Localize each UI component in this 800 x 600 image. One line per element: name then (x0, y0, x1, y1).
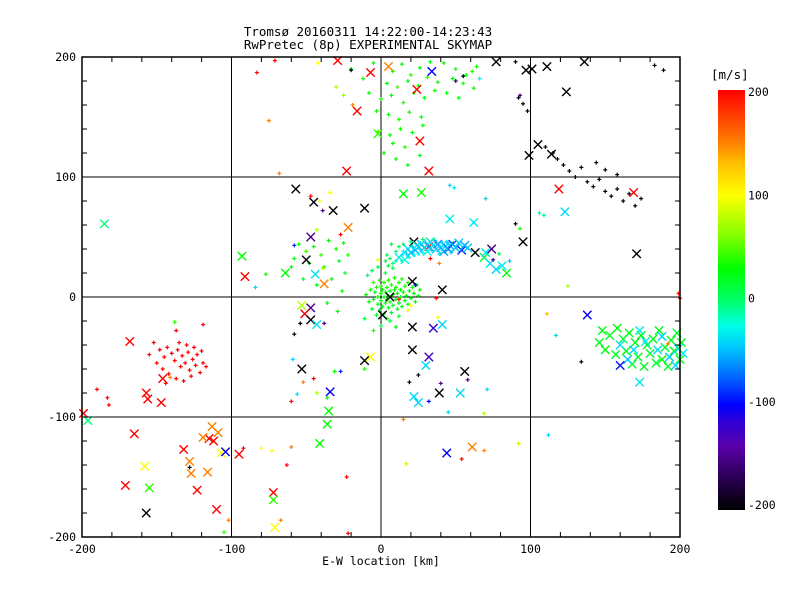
chart-title: Tromsø 20160311 14:22:00-14:23:43 (243, 24, 493, 39)
svg-text:200: 200 (748, 85, 769, 99)
grid-lines (82, 57, 680, 537)
colorbar-unit-label: [m/s] (711, 67, 749, 82)
svg-text:-100: -100 (48, 410, 76, 424)
data-points-layer (78, 55, 688, 536)
svg-text:-200: -200 (48, 530, 76, 544)
svg-text:200: 200 (55, 50, 76, 64)
svg-text:0: 0 (69, 290, 76, 304)
svg-text:-200: -200 (68, 542, 96, 556)
svg-text:0: 0 (378, 542, 385, 556)
svg-text:100: 100 (748, 188, 769, 202)
x-axis-label: E-W location [km] (322, 554, 440, 568)
svg-text:200: 200 (670, 542, 691, 556)
colorbar: 200 100 0 -100 -200 (718, 85, 776, 512)
svg-text:100: 100 (520, 542, 541, 556)
chart-subtitle: RwPretec (8p) EXPERIMENTAL SKYMAP (243, 37, 493, 52)
svg-text:0: 0 (748, 292, 755, 306)
axes-box: -200 -100 0 100 200 -200 -100 0 100 200 (48, 50, 690, 556)
svg-text:-200: -200 (748, 498, 776, 512)
svg-text:-100: -100 (218, 542, 246, 556)
svg-text:-100: -100 (748, 395, 776, 409)
svg-text:100: 100 (55, 170, 76, 184)
